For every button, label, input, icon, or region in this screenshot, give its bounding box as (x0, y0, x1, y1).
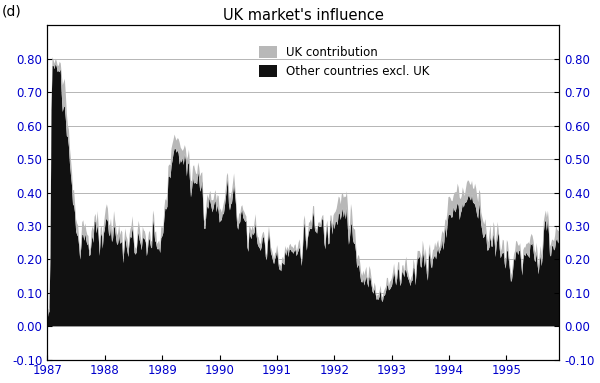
Legend: UK contribution, Other countries excl. UK: UK contribution, Other countries excl. U… (254, 41, 434, 83)
Text: (d): (d) (1, 5, 21, 19)
Title: UK market's influence: UK market's influence (223, 8, 384, 23)
